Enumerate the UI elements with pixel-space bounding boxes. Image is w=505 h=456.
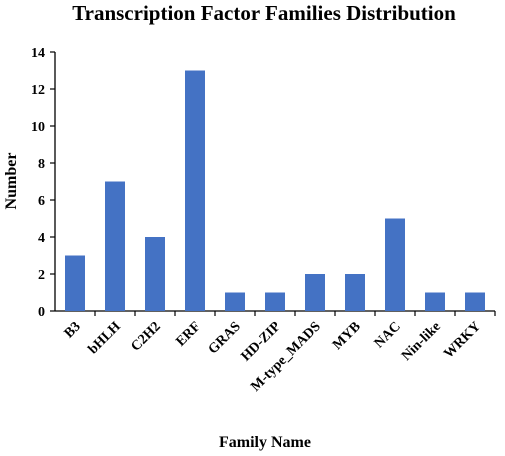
bar-c2h2 xyxy=(145,237,165,311)
bar-m-type-mads xyxy=(305,274,325,311)
bar-hd-zip xyxy=(265,292,285,311)
bar-erf xyxy=(185,70,205,311)
y-axis-ticks: 0 2 4 6 8 10 12 14 xyxy=(31,46,55,320)
y-tick-label: 0 xyxy=(38,305,45,320)
bars xyxy=(65,70,485,311)
bar-nin-like xyxy=(425,292,445,311)
x-tick-label: ERF xyxy=(173,319,203,349)
y-tick-label: 6 xyxy=(38,194,45,209)
bar-gras xyxy=(225,292,245,311)
chart-title: Transcription Factor Families Distributi… xyxy=(72,1,456,25)
bar-b3 xyxy=(65,255,85,311)
y-tick-label: 10 xyxy=(31,120,45,135)
x-tick-label: M-type_MADS xyxy=(248,319,324,395)
x-tick-label: NAC xyxy=(372,319,404,351)
bar-nac xyxy=(385,218,405,311)
x-tick-label: Nin-like xyxy=(399,319,444,364)
x-tick-label: B3 xyxy=(62,319,84,341)
x-tick-label: MYB xyxy=(330,319,364,353)
y-tick-label: 12 xyxy=(31,83,45,98)
x-tick-label: C2H2 xyxy=(128,319,163,354)
x-axis-title: Family Name xyxy=(219,434,311,451)
y-tick-label: 4 xyxy=(38,231,45,246)
x-tick-label: WRKY xyxy=(441,319,484,362)
y-tick-label: 14 xyxy=(31,46,45,61)
bar-wrky xyxy=(465,292,485,311)
y-axis-title: Number xyxy=(3,153,20,210)
x-tick-label: bHLH xyxy=(86,319,124,357)
y-tick-label: 2 xyxy=(38,268,45,283)
y-tick-label: 8 xyxy=(38,157,45,172)
bar-bhlh xyxy=(105,181,125,311)
bar-myb xyxy=(345,274,365,311)
x-tick-label: GRAS xyxy=(206,319,244,357)
